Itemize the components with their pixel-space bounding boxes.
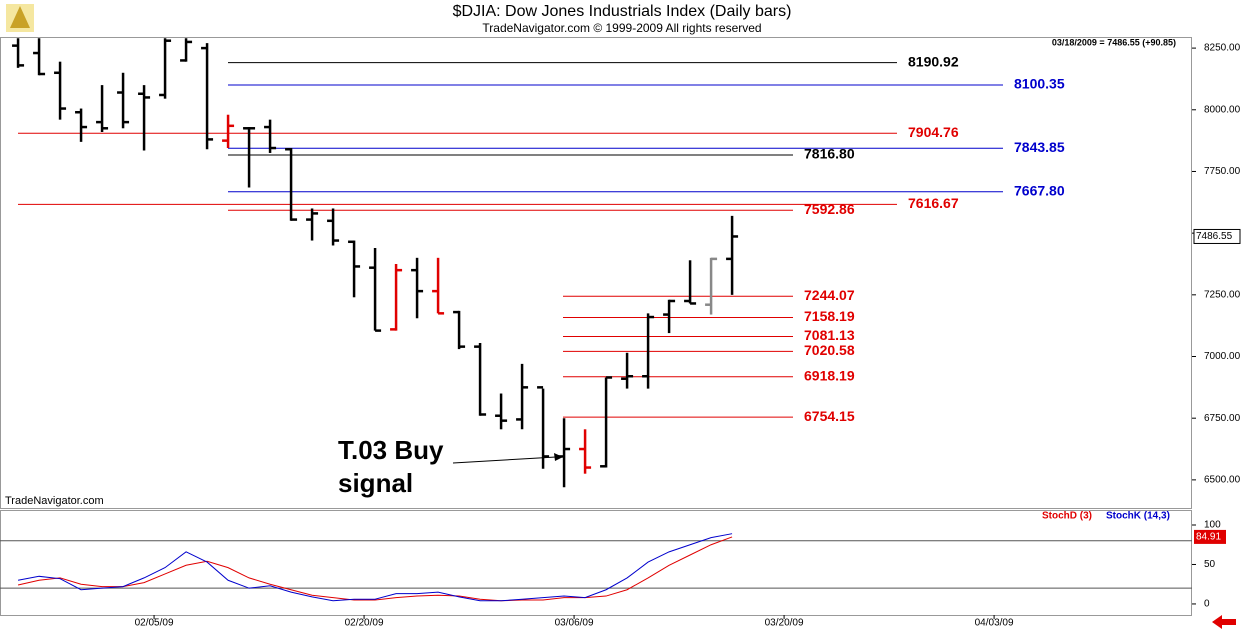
ohlc-bar bbox=[432, 257, 445, 315]
y-tick-label: 7250.00 bbox=[1204, 289, 1241, 300]
ohlc-bar bbox=[684, 260, 697, 305]
ohlc-bar bbox=[285, 148, 298, 221]
level-label: 7843.85 bbox=[1014, 139, 1065, 155]
ohlc-bar bbox=[243, 127, 256, 188]
ohlc-bar bbox=[54, 61, 67, 120]
ohlc-bar bbox=[390, 263, 403, 331]
level-label: 6754.15 bbox=[804, 408, 855, 424]
x-tick-label: 03/20/09 bbox=[765, 618, 804, 629]
ohlc-bar bbox=[495, 393, 508, 430]
annotation: T.03 Buy bbox=[338, 435, 444, 465]
legend-entry: StochD (3) bbox=[1042, 511, 1092, 522]
ohlc-bar bbox=[726, 215, 739, 295]
watermark: TradeNavigator.com bbox=[5, 495, 104, 507]
y-tick-label: 6500.00 bbox=[1204, 475, 1241, 486]
stoch-line bbox=[17, 536, 733, 602]
x-tick-label: 04/03/09 bbox=[975, 618, 1014, 629]
ohlc-bar bbox=[96, 85, 109, 132]
ohlc-bar bbox=[306, 208, 319, 241]
level-label: 8190.92 bbox=[908, 53, 959, 69]
ohlc-bar bbox=[663, 299, 676, 334]
x-tick-label: 02/20/09 bbox=[345, 618, 384, 629]
chart-subtitle: TradeNavigator.com © 1999-2009 All right… bbox=[482, 21, 761, 35]
level-label: 6918.19 bbox=[804, 367, 855, 383]
x-tick-label: 03/06/09 bbox=[555, 618, 594, 629]
level-label: 7616.67 bbox=[908, 195, 959, 211]
x-tick-label: 02/05/09 bbox=[135, 618, 174, 629]
ohlc-bar bbox=[180, 38, 193, 62]
ohlc-bar bbox=[201, 43, 214, 150]
ohlc-bar bbox=[537, 386, 550, 469]
ohlc-bar bbox=[348, 240, 361, 298]
annotation-arrow bbox=[452, 456, 557, 464]
ohlc-bar bbox=[621, 352, 634, 389]
ohlc-bar bbox=[222, 114, 235, 149]
level-label: 7904.76 bbox=[908, 124, 959, 140]
ohlc-bar bbox=[558, 418, 571, 488]
value-box bbox=[1194, 529, 1226, 544]
ohlc-bar bbox=[600, 376, 613, 468]
ohlc-bar bbox=[705, 257, 718, 315]
ohlc-bar bbox=[264, 119, 277, 153]
ohlc-bar bbox=[579, 429, 592, 474]
price-box bbox=[1193, 228, 1241, 244]
price-panel bbox=[0, 37, 1192, 509]
ohlc-bar bbox=[117, 72, 130, 129]
price-label: 7486.55 bbox=[1196, 231, 1233, 242]
y-tick-label: 6750.00 bbox=[1204, 413, 1241, 424]
value-label: 84.91 bbox=[1196, 532, 1221, 543]
logo-shape bbox=[10, 6, 30, 28]
level-label: 7244.07 bbox=[804, 287, 855, 303]
y-tick-label: 50 bbox=[1204, 559, 1216, 570]
ohlc-bar bbox=[138, 85, 151, 151]
annotation: signal bbox=[338, 468, 413, 498]
ohlc-bar bbox=[642, 313, 655, 389]
y-tick-label: 8250.00 bbox=[1204, 43, 1241, 54]
chart-title: $DJIA: Dow Jones Industrials Index (Dail… bbox=[453, 3, 792, 20]
ohlc-bar bbox=[369, 247, 382, 332]
ohlc-bar bbox=[327, 208, 340, 246]
y-tick-label: 100 bbox=[1204, 520, 1221, 531]
y-tick-label: 7000.00 bbox=[1204, 351, 1241, 362]
level-label: 7020.58 bbox=[804, 342, 855, 358]
level-label: 7816.80 bbox=[804, 146, 855, 162]
y-tick-label: 7750.00 bbox=[1204, 166, 1241, 177]
ohlc-bar bbox=[33, 38, 46, 76]
ohlc-bar bbox=[159, 38, 172, 99]
level-label: 7158.19 bbox=[804, 308, 855, 324]
level-label: 7592.86 bbox=[804, 201, 855, 217]
logo bbox=[6, 4, 34, 32]
level-label: 7667.80 bbox=[1014, 182, 1065, 198]
quote: 03/18/2009 = 7486.55 (+90.85) bbox=[1052, 37, 1176, 47]
level-label: 8100.35 bbox=[1014, 76, 1065, 92]
y-tick-label: 0 bbox=[1204, 599, 1210, 610]
stoch-line bbox=[17, 533, 733, 602]
level-label: 7081.13 bbox=[804, 327, 855, 343]
ohlc-bar bbox=[12, 38, 25, 68]
ohlc-bar bbox=[474, 342, 487, 416]
stoch-panel bbox=[0, 510, 1192, 616]
ohlc-bar bbox=[516, 363, 529, 430]
ohlc-bar bbox=[75, 108, 88, 142]
y-tick-label: 8000.00 bbox=[1204, 104, 1241, 115]
scroll-arrow[interactable] bbox=[1212, 615, 1236, 629]
ohlc-bar bbox=[453, 310, 466, 350]
legend-entry: StochK (14,3) bbox=[1106, 511, 1170, 522]
ohlc-bar bbox=[411, 257, 424, 319]
